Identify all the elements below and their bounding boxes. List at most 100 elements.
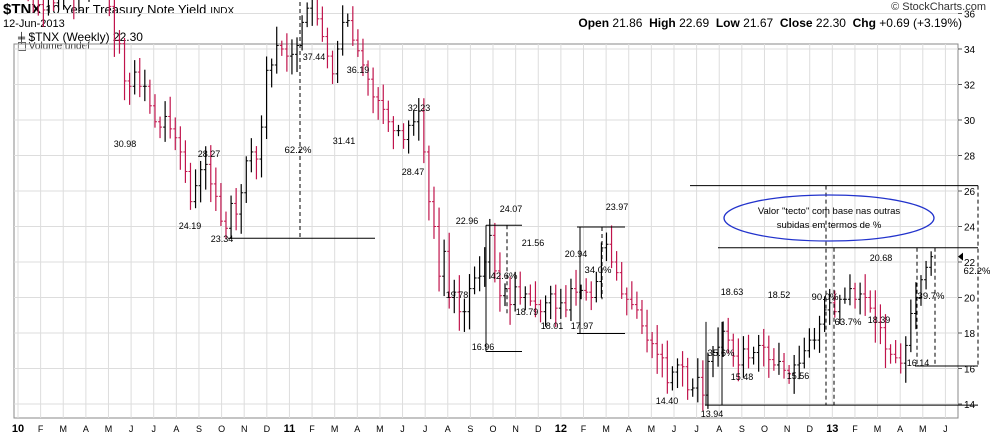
retracement-label: 42.6% [491, 271, 518, 282]
x-tick-label: J [400, 424, 405, 434]
legend-volume-label: Volume undef [28, 41, 90, 52]
pivot-label: 20.94 [565, 249, 588, 259]
pivot-label: 31.41 [333, 136, 356, 146]
retracement-label: 34.0% [585, 265, 612, 276]
x-tick-label: J [423, 424, 428, 434]
x-tick-label: M [376, 424, 384, 434]
x-tick-label: S [196, 424, 202, 434]
plot-frame [13, 43, 959, 419]
annotation-text-line1: Valor "tecto" com base nas outras [758, 206, 901, 217]
ohlc-chg-value: +0.69 (+3.19%) [879, 16, 962, 30]
ohlc-close-label: Close [779, 16, 813, 30]
ohlc-bar-icon: ╪ [18, 33, 26, 44]
pivot-label: 24.19 [179, 221, 202, 231]
y-tick-label: 32 [964, 81, 976, 92]
x-tick-label: D [264, 424, 271, 434]
x-tick-label: D [806, 424, 813, 434]
header-date: 12-Jun-2013 [3, 18, 65, 30]
y-tick-label: 22 [964, 258, 976, 269]
x-tick-label: S [467, 424, 473, 434]
y-tick-label: 20 [964, 294, 976, 305]
pivot-label: 13.94 [701, 409, 724, 419]
pivot-label: 28.27 [198, 149, 221, 159]
x-tick-label: M [105, 424, 113, 434]
pivot-label: 22.96 [456, 216, 479, 226]
x-tick-label: O [761, 424, 768, 434]
header-watermark: © StockCharts.com [891, 1, 986, 13]
y-tick-label: 28 [964, 152, 976, 163]
retracement-label: 35.6% [708, 348, 735, 359]
x-tick-label: A [626, 424, 632, 434]
x-tick-label: M [602, 424, 610, 434]
pivot-label: 18.01 [541, 321, 564, 331]
x-tick-label: O [490, 424, 497, 434]
pivot-label: 18.79 [516, 307, 539, 317]
pivot-label: 15.56 [787, 371, 810, 381]
pivot-label: 14.40 [656, 396, 679, 406]
x-tick-label: A [354, 424, 360, 434]
x-tick-label: A [716, 424, 722, 434]
pivot-label: 23.97 [606, 202, 629, 212]
x-tick-label: F [309, 424, 315, 434]
pivot-label: 18.39 [868, 315, 891, 325]
x-tick-label: 11 [284, 423, 296, 435]
y-tick-label: 26 [964, 187, 976, 198]
x-tick-label: M [919, 424, 927, 434]
y-tick-label: 34 [964, 45, 976, 56]
x-tick-label: 12 [555, 423, 567, 435]
ohlc-high-label: High [649, 16, 676, 30]
x-tick-label: A [897, 424, 903, 434]
x-tick-label: J [672, 424, 677, 434]
pivot-label: 32.23 [408, 103, 431, 113]
y-tick-label: 16 [964, 365, 976, 376]
ohlc-open-label: Open [578, 16, 610, 30]
ohlc-high-value: 22.69 [679, 16, 710, 30]
retracement-label: 62.2% [964, 266, 990, 277]
x-tick-label: O [218, 424, 225, 434]
pivot-label: 19.78 [446, 290, 469, 300]
header-exchange: INDX [210, 6, 235, 17]
x-tick-label: S [739, 424, 745, 434]
y-tick-label: 24 [964, 223, 976, 234]
annotation-ellipse [723, 194, 935, 242]
pivot-label: 28.47 [402, 167, 425, 177]
pivot-label: 18.52 [768, 290, 791, 300]
pivot-label: 21.56 [522, 238, 545, 248]
x-tick-label: N [241, 424, 248, 434]
x-tick-label: A [83, 424, 89, 434]
x-tick-label: F [38, 424, 44, 434]
ohlc-low-label: Low [715, 16, 740, 30]
ohlc-close-value: 22.30 [815, 16, 846, 30]
x-tick-label: N [784, 424, 791, 434]
y-tick-label: 36 [964, 10, 976, 21]
x-tick-label: M [874, 424, 882, 434]
x-tick-label: J [129, 424, 134, 434]
pivot-label: 16.96 [472, 342, 495, 352]
pivot-label: 18.63 [721, 287, 744, 297]
x-tick-label: A [445, 424, 451, 434]
retracement-label: 39.7% [918, 291, 945, 302]
annotation-text-line2: subidas em termos de % [777, 220, 882, 231]
pivot-label: 20.68 [870, 253, 893, 263]
x-tick-label: F [852, 424, 858, 434]
x-tick-label: A [173, 424, 179, 434]
x-tick-label: N [512, 424, 519, 434]
x-tick-label: J [694, 424, 699, 434]
ohlc-chg-label: Chg [852, 16, 876, 30]
pivot-label: 37.44 [303, 52, 326, 62]
retracement-label: 90.0% [812, 292, 839, 303]
x-tick-label: 10 [12, 423, 24, 435]
x-tick-label: J [151, 424, 156, 434]
header-ohlc: Open 21.86 High 22.69 Low 21.67 Close 22… [578, 16, 962, 30]
pivot-label: 36.19 [347, 65, 370, 75]
x-tick-label: F [581, 424, 587, 434]
retracement-label: 63.7% [835, 317, 862, 328]
x-tick-label: D [535, 424, 542, 434]
last-value-marker [958, 252, 963, 261]
pivot-label: 23.34 [211, 234, 234, 244]
pivot-label: 17.97 [571, 321, 594, 331]
pivot-label: 16.14 [907, 358, 930, 368]
ohlc-open-value: 21.86 [612, 16, 643, 30]
x-tick-label: 13 [826, 423, 838, 435]
